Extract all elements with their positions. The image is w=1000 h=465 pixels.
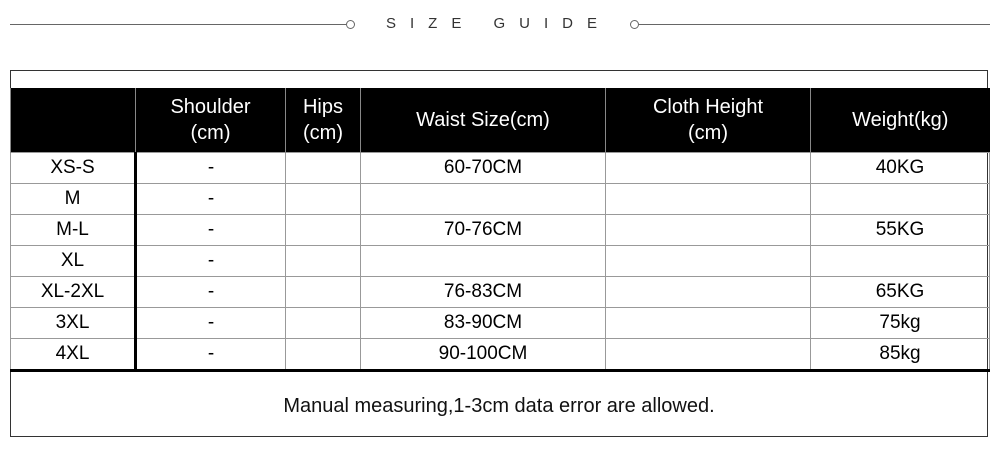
- table-cell: [285, 183, 361, 215]
- size-label: XL-2XL: [10, 276, 137, 308]
- table-cell: 55KG: [810, 214, 990, 246]
- circle-ornament: [630, 20, 639, 29]
- page-title: SIZE GUIDE: [386, 15, 612, 32]
- table-cell: 85kg: [810, 338, 990, 372]
- table-row: M-L - 70-76CM 55KG: [10, 214, 990, 246]
- size-label: M-L: [10, 214, 137, 246]
- size-table: Shoulder (cm) Hips (cm) Waist Size(cm) Clot…: [10, 88, 990, 372]
- column-header: Shoulder (cm): [135, 88, 286, 153]
- table-cell: -: [135, 276, 286, 308]
- divider-right: [639, 24, 990, 25]
- table-cell: [285, 245, 361, 277]
- table-cell: 83-90CM: [360, 307, 606, 339]
- table-cell: -: [135, 307, 286, 339]
- table-row: 3XL - 83-90CM 75kg: [10, 307, 990, 339]
- table-cell: -: [135, 214, 286, 246]
- table-cell: [285, 214, 361, 246]
- table-row: XL -: [10, 245, 990, 277]
- table-cell: 40KG: [810, 152, 990, 184]
- table-cell: 76-83CM: [360, 276, 606, 308]
- divider-left: [10, 24, 346, 25]
- table-cell: [810, 183, 990, 215]
- circle-ornament: [346, 20, 355, 29]
- size-label: XS-S: [10, 152, 137, 184]
- table-cell: -: [135, 183, 286, 215]
- size-label: 4XL: [10, 338, 137, 372]
- table-cell: [810, 245, 990, 277]
- table-cell: [605, 276, 811, 308]
- table-row: 4XL - 90-100CM 85kg: [10, 338, 990, 372]
- table-cell: [605, 338, 811, 372]
- size-label: 3XL: [10, 307, 137, 339]
- size-label: M: [10, 183, 137, 215]
- table-cell: 60-70CM: [360, 152, 606, 184]
- size-label: XL: [10, 245, 137, 277]
- column-header: Waist Size(cm): [360, 88, 606, 153]
- table-cell: [605, 214, 811, 246]
- table-cell: [360, 245, 606, 277]
- column-header: Hips (cm): [285, 88, 361, 153]
- table-cell: 70-76CM: [360, 214, 606, 246]
- column-header: Cloth Height (cm): [605, 88, 811, 153]
- table-row: XS-S - 60-70CM 40KG: [10, 152, 990, 184]
- table-cell: 90-100CM: [360, 338, 606, 372]
- size-guide-heading: SIZE GUIDE: [0, 12, 1000, 36]
- table-cell: [605, 183, 811, 215]
- table-cell: 75kg: [810, 307, 990, 339]
- table-cell: [605, 152, 811, 184]
- measurement-note: Manual measuring,1-3cm data error are al…: [283, 395, 715, 417]
- table-cell: -: [135, 338, 286, 372]
- table-cell: [605, 307, 811, 339]
- column-header: Weight(kg): [810, 88, 990, 153]
- table-cell: -: [135, 152, 286, 184]
- table-row: XL-2XL - 76-83CM 65KG: [10, 276, 990, 308]
- table-cell: [285, 307, 361, 339]
- table-cell: [360, 183, 606, 215]
- table-cell: [605, 245, 811, 277]
- table-cell: [285, 152, 361, 184]
- column-header: [10, 88, 136, 153]
- table-cell: [285, 276, 361, 308]
- table-cell: [285, 338, 361, 372]
- table-cell: -: [135, 245, 286, 277]
- table-row: M-: [10, 183, 990, 215]
- table-cell: 65KG: [810, 276, 990, 308]
- header-row: Shoulder (cm) Hips (cm) Waist Size(cm) Clot…: [10, 88, 990, 153]
